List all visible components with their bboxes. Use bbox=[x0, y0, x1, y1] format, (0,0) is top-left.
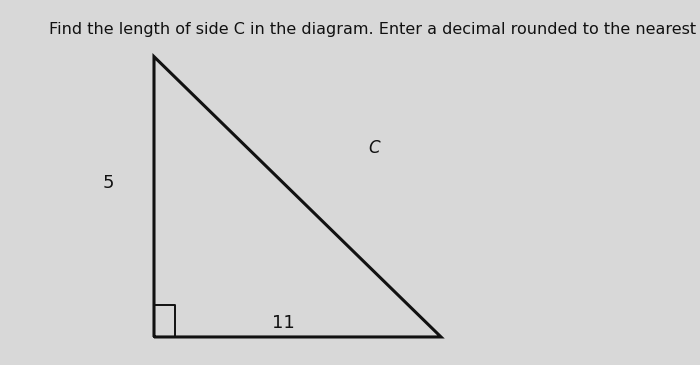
Text: 5: 5 bbox=[103, 173, 114, 192]
Text: C: C bbox=[369, 139, 380, 157]
Text: 11: 11 bbox=[272, 314, 295, 332]
Text: Find the length of side C in the diagram. Enter a decimal rounded to the nearest: Find the length of side C in the diagram… bbox=[49, 22, 700, 37]
